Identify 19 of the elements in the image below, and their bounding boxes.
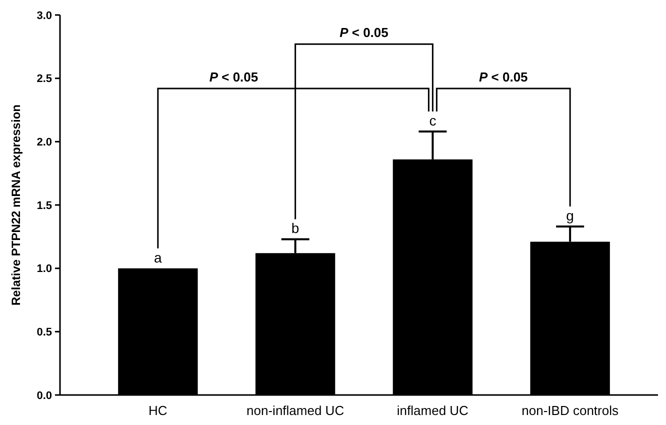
annotation: b [291,220,300,236]
y-tick-label: 2.0 [36,136,52,149]
y-tick-label: 0.0 [36,390,52,402]
y-axis-title: Relative PTPN22 mRNA expression [9,104,23,306]
y-tick-label: 3.0 [36,10,52,22]
x-tick-label: non-IBD controls [522,403,619,418]
x-tick-label: inflamed UC [396,403,468,418]
x-tick-label: HC [148,403,168,418]
annotation: P < 0.05 [209,69,258,84]
annotation: a [154,249,162,266]
annotation: g [566,208,574,224]
annotation: P < 0.05 [340,25,388,40]
y-tick-label: 1.0 [36,263,52,276]
annotation: P < 0.05 [478,69,528,84]
y-tick-label: 0.5 [36,326,52,339]
y-tick-label: 1.5 [36,200,52,212]
y-tick-label: 2.5 [36,73,52,86]
x-tick-label: non-inflamed UC [246,403,344,418]
annotation: c [429,112,436,129]
